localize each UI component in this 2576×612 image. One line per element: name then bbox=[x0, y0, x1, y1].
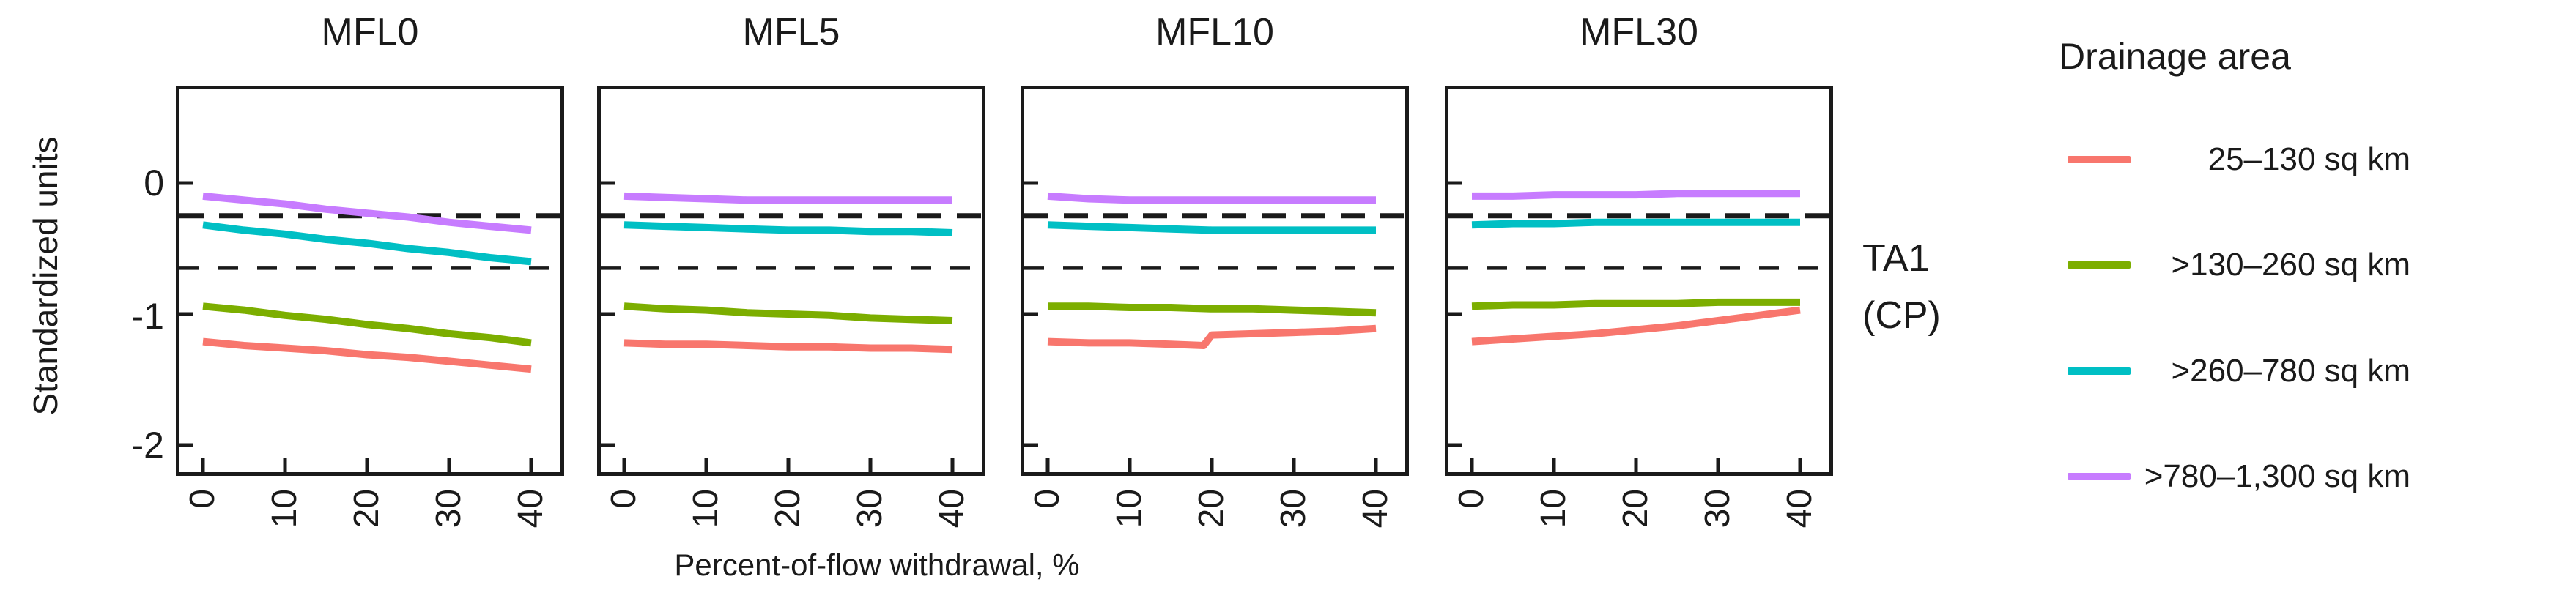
legend-title: Drainage area bbox=[2059, 36, 2291, 77]
x-tick-label: 10 bbox=[1110, 489, 1149, 529]
legend-item-label: 25–130 sq km bbox=[2207, 141, 2410, 177]
legend-item-label: >130–260 sq km bbox=[2171, 247, 2410, 283]
x-tick-label: 10 bbox=[265, 489, 304, 529]
facet-row-annotation: TA1 (CP) bbox=[1862, 230, 1941, 344]
x-tick-label: 20 bbox=[347, 489, 386, 529]
x-tick-label: 10 bbox=[686, 489, 725, 529]
x-tick-label: 0 bbox=[1028, 489, 1067, 509]
x-tick-label: 20 bbox=[1616, 489, 1655, 529]
legend-line-swatch bbox=[2068, 261, 2131, 269]
legend-item: >130–260 sq km bbox=[2068, 247, 2410, 283]
legend-item-label: >780–1,300 sq km bbox=[2144, 458, 2410, 494]
legend-item-label: >260–780 sq km bbox=[2171, 353, 2410, 389]
x-tick-label: 30 bbox=[851, 489, 889, 529]
x-tick-label: 20 bbox=[1192, 489, 1231, 529]
y-tick-label: 0 bbox=[144, 163, 164, 204]
x-tick-label: 10 bbox=[1534, 489, 1573, 529]
legend: Drainage area 25–130 sq km >130–260 sq k… bbox=[2059, 0, 2469, 512]
y-tick-label: -1 bbox=[131, 296, 164, 337]
facet-title-mfl5: MFL5 bbox=[742, 11, 840, 53]
facet-title-mfl0: MFL0 bbox=[321, 11, 419, 53]
legend-line-swatch bbox=[2068, 367, 2131, 375]
legend-line-swatch bbox=[2068, 473, 2131, 480]
x-tick-label: 40 bbox=[1356, 489, 1395, 529]
facet-panel-mfl5 bbox=[597, 86, 985, 476]
legend-item: >780–1,300 sq km bbox=[2068, 458, 2410, 494]
legend-item: 25–130 sq km bbox=[2068, 141, 2410, 177]
facet-panel-mfl0 bbox=[176, 86, 564, 476]
x-tick-label: 0 bbox=[183, 489, 222, 509]
x-tick-label: 40 bbox=[933, 489, 971, 529]
x-tick-label: 20 bbox=[769, 489, 807, 529]
facet-title-mfl30: MFL30 bbox=[1580, 11, 1698, 53]
x-tick-label: 0 bbox=[604, 489, 643, 509]
x-tick-label: 30 bbox=[1698, 489, 1737, 529]
x-tick-label: 40 bbox=[511, 489, 550, 529]
facet-panel-mfl10 bbox=[1021, 86, 1409, 476]
x-tick-label: 30 bbox=[1274, 489, 1313, 529]
legend-line-swatch bbox=[2068, 156, 2131, 163]
x-tick-label: 30 bbox=[429, 489, 468, 529]
facet-title-mfl10: MFL10 bbox=[1155, 11, 1274, 53]
legend-item: >260–780 sq km bbox=[2068, 353, 2410, 389]
x-tick-label: 40 bbox=[1780, 489, 1819, 529]
row-annotation-line1: TA1 bbox=[1862, 237, 1930, 280]
y-axis-title: Standardized units bbox=[26, 136, 64, 416]
x-axis-title: Percent-of-flow withdrawal, % bbox=[674, 548, 1080, 582]
row-annotation-line2: (CP) bbox=[1862, 294, 1941, 337]
y-tick-label: -2 bbox=[131, 425, 164, 466]
facet-panel-mfl30 bbox=[1445, 86, 1833, 476]
x-tick-label: 0 bbox=[1452, 489, 1491, 509]
